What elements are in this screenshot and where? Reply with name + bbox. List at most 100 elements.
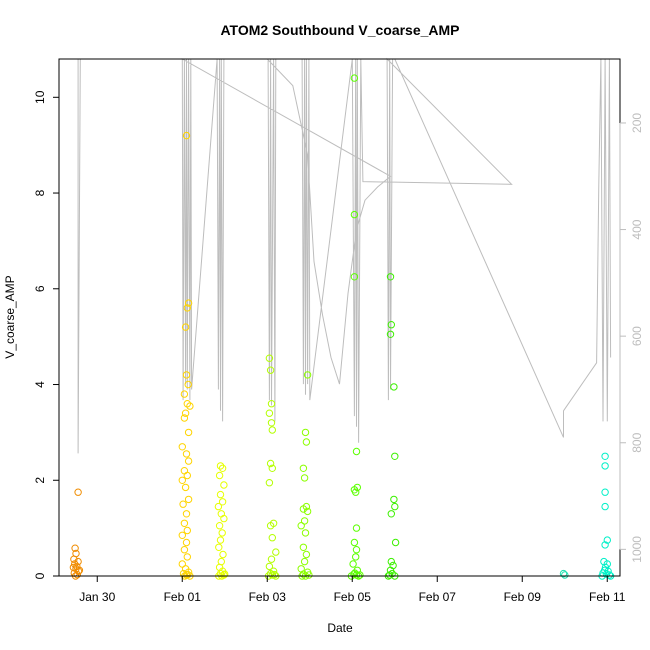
- data-point: [267, 555, 276, 563]
- x-tick-label: Feb 11: [589, 590, 626, 604]
- data-point: [216, 536, 225, 544]
- data-point: [179, 500, 187, 508]
- data-point: [219, 550, 227, 559]
- data-point: [352, 447, 361, 456]
- data-point: [218, 464, 227, 472]
- data-point: [71, 544, 79, 552]
- secondary-tick-label: 1000: [630, 536, 644, 563]
- data-point: [601, 502, 609, 511]
- data-point: [601, 488, 609, 496]
- data-point: [303, 371, 312, 379]
- data-point: [182, 510, 191, 518]
- data-point: [353, 483, 361, 492]
- data-point: [221, 570, 229, 578]
- data-point: [601, 462, 609, 470]
- y-tick-label: 4: [33, 381, 47, 388]
- data-point: [182, 450, 191, 458]
- data-point: [266, 522, 275, 530]
- secondary-tick-label: 800: [630, 432, 644, 452]
- data-point: [265, 409, 274, 417]
- data-point: [272, 548, 280, 556]
- data-point: [216, 490, 225, 499]
- data-point: [299, 570, 308, 578]
- y-axis-label: V_coarse_AMP: [3, 275, 17, 358]
- data-point: [268, 534, 276, 542]
- x-tick-label: Feb 09: [504, 590, 542, 604]
- y-tick-label: 2: [33, 477, 47, 484]
- data-point: [350, 538, 359, 547]
- data-point: [214, 502, 223, 511]
- overlay-line-layer: [77, 57, 612, 454]
- data-point: [386, 571, 394, 579]
- x-tick-label: Feb 03: [249, 590, 287, 604]
- data-point: [300, 517, 309, 525]
- data-point: [350, 74, 359, 82]
- data-point: [218, 529, 226, 537]
- data-point: [182, 371, 191, 379]
- plot-frame: [58, 58, 621, 577]
- data-point: [70, 555, 78, 563]
- data-point: [183, 526, 192, 535]
- data-point: [73, 570, 82, 579]
- data-point: [386, 273, 395, 281]
- secondary-tick-label: 200: [630, 113, 644, 133]
- data-point: [181, 323, 190, 331]
- data-point: [267, 400, 276, 408]
- data-point: [267, 419, 276, 427]
- data-point: [352, 524, 361, 532]
- data-point: [183, 471, 192, 480]
- data-point: [390, 495, 398, 504]
- data-point: [270, 570, 279, 579]
- data-point: [265, 562, 274, 571]
- data-point: [268, 426, 276, 434]
- data-point: [74, 488, 82, 496]
- data-point: [356, 571, 364, 579]
- data-point: [184, 428, 193, 437]
- data-point: [303, 507, 312, 516]
- data-point: [391, 538, 400, 547]
- data-point: [350, 273, 359, 281]
- data-point: [182, 131, 191, 140]
- data-point: [387, 510, 395, 518]
- overlay-line: [77, 57, 612, 454]
- data-point: [601, 566, 609, 574]
- data-point: [387, 321, 395, 329]
- data-point: [184, 495, 193, 504]
- data-point: [601, 541, 609, 549]
- y-tick-label: 10: [33, 90, 47, 104]
- data-point: [218, 498, 227, 506]
- data-point: [390, 383, 398, 391]
- y-tick-label: 0: [33, 572, 47, 579]
- secondary-tick-label: 600: [630, 326, 644, 346]
- data-point: [561, 571, 569, 579]
- chart-title: ATOM2 Southbound V_coarse_AMP: [220, 22, 459, 38]
- data-point: [180, 546, 189, 554]
- data-point: [559, 569, 568, 578]
- data-point: [180, 414, 189, 422]
- data-point: [186, 402, 194, 410]
- data-point: [391, 452, 399, 460]
- data-point: [182, 538, 191, 547]
- data-point: [265, 354, 274, 362]
- x-tick-label: Jan 30: [79, 590, 115, 604]
- x-tick-label: Feb 07: [419, 590, 457, 604]
- data-point: [305, 571, 313, 579]
- data-point: [299, 464, 308, 472]
- data-point: [301, 428, 310, 437]
- data-point: [266, 366, 275, 374]
- data-point: [302, 550, 311, 559]
- data-point: [601, 452, 609, 460]
- data-point: [184, 380, 192, 389]
- data-point: [178, 531, 187, 539]
- secondary-tick-label: 400: [630, 219, 644, 239]
- data-point: [299, 543, 308, 551]
- data-point: [181, 409, 190, 417]
- data-point: [215, 543, 223, 551]
- data-point: [180, 519, 189, 527]
- data-point: [181, 483, 190, 492]
- data-point: [178, 443, 187, 451]
- data-point: [391, 502, 399, 511]
- data-point: [183, 553, 192, 561]
- data-point: [220, 514, 228, 523]
